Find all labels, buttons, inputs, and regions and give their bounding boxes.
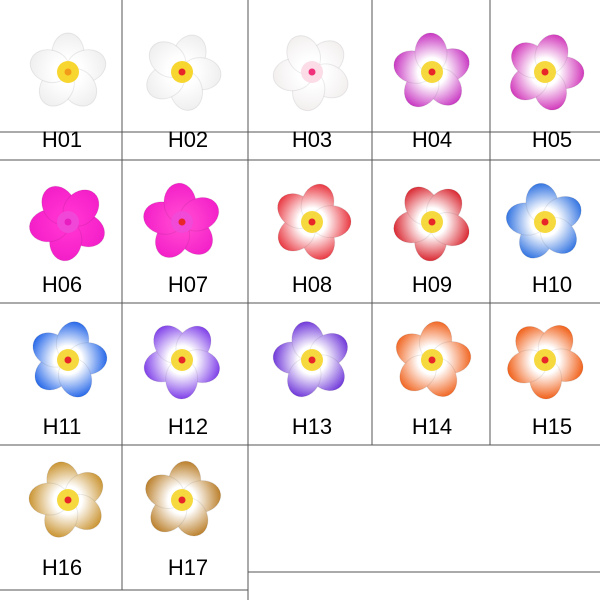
flower-image bbox=[143, 325, 221, 400]
item-label: H14 bbox=[412, 414, 452, 439]
item-label: H16 bbox=[42, 555, 82, 580]
item-label: H02 bbox=[168, 127, 208, 152]
flower-image bbox=[272, 35, 349, 112]
item-label: H06 bbox=[42, 272, 82, 297]
flower-image bbox=[393, 186, 470, 262]
item-label: H08 bbox=[292, 272, 332, 297]
item-label: H13 bbox=[292, 414, 332, 439]
flower-image bbox=[29, 32, 107, 107]
flower-image bbox=[277, 183, 352, 261]
flower-image bbox=[507, 324, 584, 400]
flower-image bbox=[393, 32, 470, 108]
item-label: H03 bbox=[292, 127, 332, 152]
flower-image bbox=[505, 182, 582, 259]
flower-image bbox=[509, 34, 585, 111]
item-label: H01 bbox=[42, 127, 82, 152]
flower-image bbox=[395, 320, 472, 398]
item-label: H09 bbox=[412, 272, 452, 297]
flower-image bbox=[28, 461, 104, 538]
item-label: H15 bbox=[532, 414, 572, 439]
item-label: H04 bbox=[412, 127, 452, 152]
flower-image bbox=[272, 321, 349, 398]
item-label: H17 bbox=[168, 555, 208, 580]
flower-image bbox=[143, 182, 220, 259]
item-label: H05 bbox=[532, 127, 572, 152]
flower-image bbox=[32, 321, 108, 398]
flower-image bbox=[146, 34, 222, 111]
item-label: H11 bbox=[43, 414, 82, 439]
item-label: H10 bbox=[532, 272, 572, 297]
flower-image bbox=[28, 185, 106, 262]
flower-image bbox=[145, 460, 222, 537]
item-label: H12 bbox=[168, 414, 208, 439]
item-label: H07 bbox=[168, 272, 208, 297]
